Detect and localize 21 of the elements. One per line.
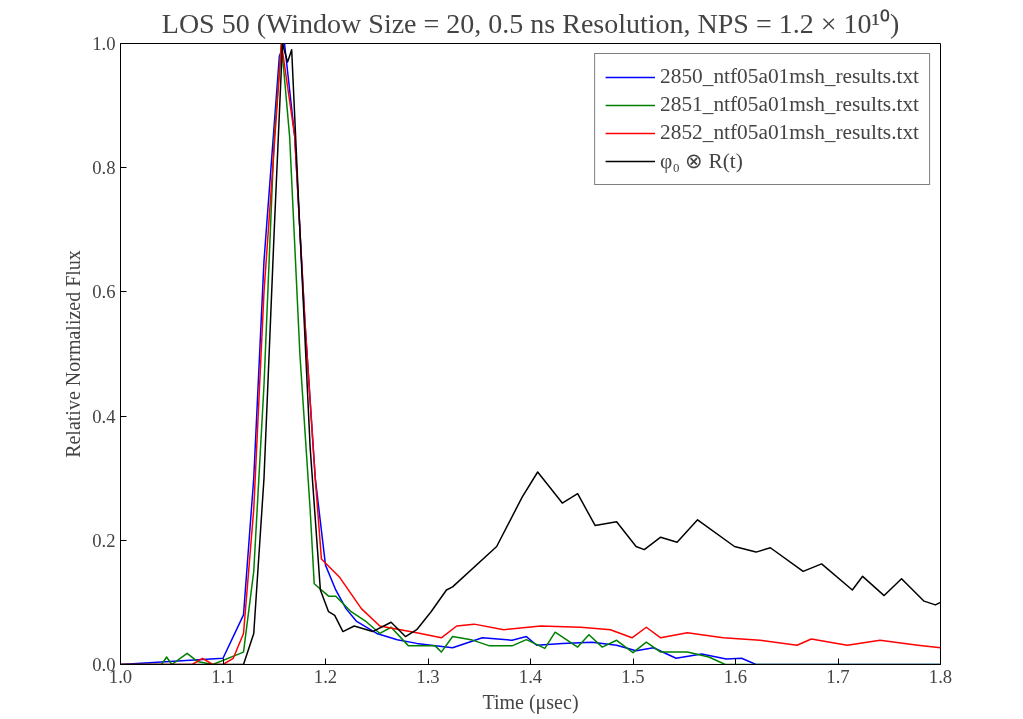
x-tick-label: 1.2: [313, 665, 338, 687]
chart-title: LOS 50 (Window Size = 20, 0.5 ns Resolution, NPS = 1.2 × 10¹⁰): [161, 7, 900, 39]
x-tick-label: 1.3: [416, 665, 440, 687]
x-tick-label: 1.7: [826, 665, 850, 687]
y-tick-label: 0.4: [92, 405, 117, 427]
y-tick-label: 0.2: [92, 529, 116, 551]
x-tick-label: 1.6: [723, 665, 748, 687]
y-tick-label: 1.0: [92, 33, 116, 54]
y-tick-label: 0.8: [92, 157, 116, 179]
x-tick-label: 1.1: [211, 665, 235, 687]
x-tick-label: 1.4: [518, 665, 543, 687]
y-axis-title: Relative Normalized Flux: [62, 250, 85, 458]
legend-label: φ₀ ⊗ R(t): [660, 148, 743, 174]
legend-label: 2852_ntf05a01msh_results.txt: [660, 120, 919, 145]
y-tick-label: 0.6: [92, 281, 116, 303]
x-axis-title: Time (μsec): [482, 690, 579, 714]
x-tick-label: 1.8: [928, 665, 953, 687]
line-series: [120, 43, 941, 665]
legend-label: 2851_ntf05a01msh_results.txt: [660, 92, 919, 117]
legend-label: 2850_ntf05a01msh_results.txt: [660, 64, 919, 89]
x-tick-label: 1.5: [621, 665, 645, 687]
